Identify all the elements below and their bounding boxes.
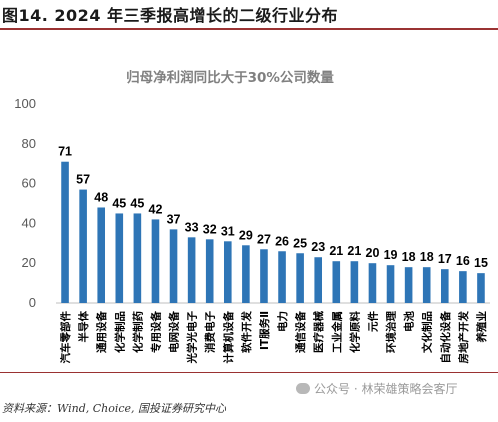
bar bbox=[296, 253, 304, 303]
figure-title: 图14. 2024 年三季报高增长的二级行业分布 bbox=[2, 6, 339, 25]
source-note: 资料来源：Wind, Choice, 国投证券研究中心 bbox=[2, 402, 227, 415]
bar bbox=[459, 271, 467, 303]
data-label: 57 bbox=[76, 173, 90, 187]
data-label: 27 bbox=[257, 232, 271, 246]
x-tick-label: 光学光电子 bbox=[186, 311, 199, 365]
x-tick-label: 化学制药 bbox=[131, 311, 144, 353]
data-label: 20 bbox=[366, 246, 380, 260]
data-label: 33 bbox=[185, 220, 199, 234]
x-tick-label: 电力 bbox=[276, 311, 289, 332]
data-label: 21 bbox=[347, 244, 361, 258]
x-tick-label: 自动化设备 bbox=[439, 311, 452, 364]
x-tick-label: 文化制品 bbox=[421, 311, 434, 354]
x-tick-label: 环境治理 bbox=[385, 311, 398, 353]
x-tick-label: 化学原料 bbox=[348, 311, 361, 353]
bar bbox=[79, 189, 87, 303]
x-tick-label: 养殖业 bbox=[475, 311, 488, 344]
bottom-rule bbox=[0, 372, 498, 373]
bar bbox=[133, 213, 142, 303]
x-tick-label: 工业金属 bbox=[330, 311, 343, 353]
y-tick-label: 40 bbox=[22, 215, 36, 230]
x-tick-label: 元件 bbox=[366, 311, 379, 332]
x-tick-label: 半导体 bbox=[77, 311, 90, 343]
bar bbox=[422, 267, 431, 303]
x-tick-label: 房地产开发 bbox=[457, 311, 470, 364]
y-tick-label: 0 bbox=[29, 295, 36, 310]
x-tick-label: 专用设备 bbox=[149, 311, 162, 353]
data-label: 18 bbox=[420, 250, 434, 264]
bar bbox=[223, 241, 232, 303]
y-tick-label: 60 bbox=[22, 176, 36, 191]
data-label: 16 bbox=[456, 254, 470, 268]
bar bbox=[169, 229, 178, 303]
x-tick-label: 消费电子 bbox=[204, 311, 217, 353]
data-label: 37 bbox=[167, 212, 181, 226]
bar bbox=[314, 257, 323, 303]
data-label: 31 bbox=[221, 224, 235, 238]
y-tick-label: 20 bbox=[22, 255, 36, 270]
data-label: 45 bbox=[112, 196, 126, 210]
wechat-icon bbox=[296, 383, 310, 394]
data-label: 18 bbox=[402, 250, 416, 264]
data-label: 23 bbox=[311, 240, 325, 254]
x-tick-label: 软件开发 bbox=[240, 311, 253, 353]
chart-title: 归母净利润同比大于30%公司数量 bbox=[126, 70, 334, 86]
bar bbox=[278, 251, 286, 303]
x-tick-label: IT服务Ⅱ bbox=[258, 311, 271, 350]
bar bbox=[332, 261, 341, 303]
data-label: 17 bbox=[438, 252, 452, 266]
title-rule bbox=[0, 28, 498, 30]
data-label: 21 bbox=[329, 244, 343, 258]
bar bbox=[404, 267, 413, 303]
x-tick-label: 汽车零部件 bbox=[59, 311, 72, 364]
x-tick-label: 电池 bbox=[403, 311, 416, 332]
data-label: 48 bbox=[94, 190, 108, 204]
bar bbox=[115, 213, 124, 303]
bar bbox=[368, 263, 377, 303]
data-label: 32 bbox=[203, 222, 217, 236]
watermark-text: 公众号 · 林荣雄策略会客厅 bbox=[314, 382, 458, 396]
data-label: 26 bbox=[275, 234, 289, 248]
data-label: 45 bbox=[130, 196, 144, 210]
x-tick-label: 化学制品 bbox=[113, 311, 126, 353]
data-label: 29 bbox=[239, 228, 253, 242]
bar bbox=[477, 273, 485, 303]
bar bbox=[205, 239, 214, 303]
watermark: 公众号 · 林荣雄策略会客厅 bbox=[296, 380, 457, 397]
bar bbox=[151, 219, 160, 303]
bar bbox=[386, 265, 395, 303]
x-tick-label: 通用设备 bbox=[95, 311, 108, 353]
x-tick-label: 计算机设备 bbox=[222, 311, 235, 364]
bar bbox=[61, 161, 69, 303]
x-tick-label: 电网设备 bbox=[168, 311, 181, 353]
bar bbox=[97, 207, 106, 303]
bar bbox=[440, 269, 449, 303]
data-label: 19 bbox=[384, 248, 398, 262]
bar bbox=[350, 261, 359, 303]
data-label: 25 bbox=[293, 236, 307, 250]
x-tick-label: 医疗器械 bbox=[312, 311, 325, 353]
data-label: 15 bbox=[474, 256, 488, 270]
data-label: 42 bbox=[149, 202, 163, 216]
bar bbox=[260, 249, 268, 303]
bar bbox=[187, 237, 196, 303]
y-tick-label: 100 bbox=[14, 96, 36, 111]
y-tick-label: 80 bbox=[22, 136, 36, 151]
bar-chart: 0 20 40 60 80 100 71 汽车零部件 57 半导体 48 通用设备 45 化学制品 45 化学… bbox=[14, 96, 490, 365]
x-tick-label: 通信设备 bbox=[294, 311, 307, 353]
bar bbox=[242, 245, 250, 303]
data-label: 71 bbox=[58, 145, 72, 159]
